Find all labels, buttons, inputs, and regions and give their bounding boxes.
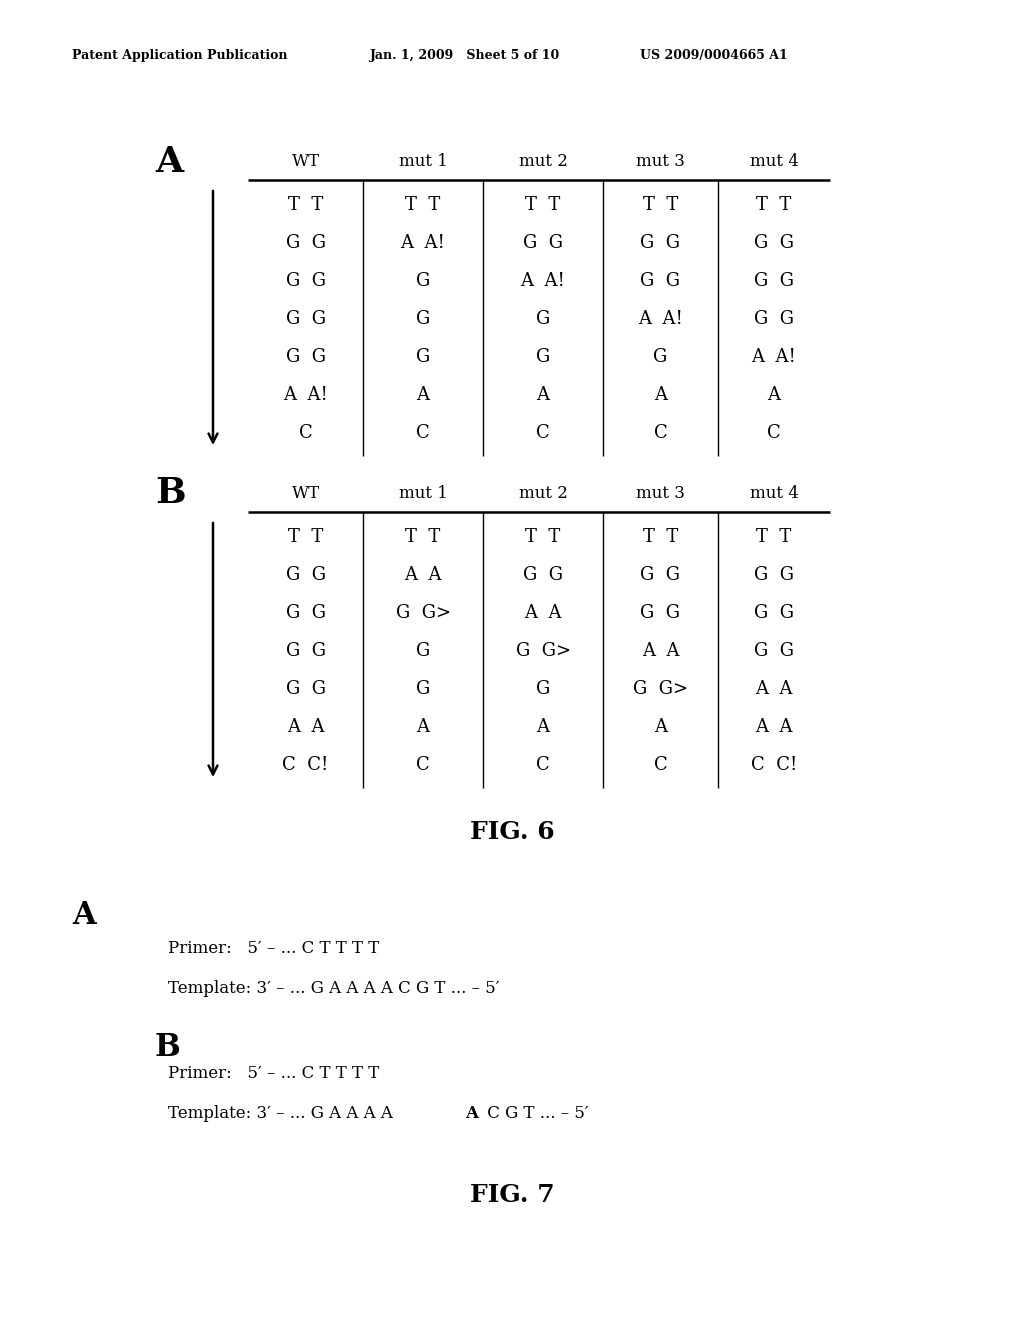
Text: Template: 3′ – ... G A A A A C G T ... – 5′: Template: 3′ – ... G A A A A C G T ... –… (168, 979, 500, 997)
Text: G  G: G G (523, 566, 563, 583)
Text: Primer:   5′ – ... C T T T T: Primer: 5′ – ... C T T T T (168, 940, 379, 957)
Text: G: G (536, 680, 550, 698)
Text: A: A (537, 385, 550, 404)
Text: T  T: T T (406, 195, 440, 214)
Text: C G T ... – 5′: C G T ... – 5′ (481, 1105, 589, 1122)
Text: G: G (416, 347, 430, 366)
Text: C: C (653, 424, 668, 442)
Text: G  G: G G (286, 347, 326, 366)
Text: WT: WT (292, 486, 319, 503)
Text: A  A: A A (756, 680, 793, 698)
Text: A  A: A A (756, 718, 793, 735)
Text: Jan. 1, 2009   Sheet 5 of 10: Jan. 1, 2009 Sheet 5 of 10 (370, 49, 560, 62)
Text: A: A (654, 718, 667, 735)
Text: C: C (653, 755, 668, 774)
Text: C  C!: C C! (283, 755, 329, 774)
Text: T  T: T T (288, 528, 324, 545)
Text: G: G (416, 272, 430, 289)
Text: A  A!: A A! (400, 234, 445, 252)
Text: mut 4: mut 4 (750, 153, 799, 170)
Text: G: G (416, 680, 430, 698)
Text: A: A (417, 385, 429, 404)
Text: A  A: A A (642, 642, 679, 660)
Text: A: A (417, 718, 429, 735)
Text: Template: 3′ – ... G A A A A: Template: 3′ – ... G A A A A (168, 1105, 398, 1122)
Text: US 2009/0004665 A1: US 2009/0004665 A1 (640, 49, 787, 62)
Text: A: A (155, 145, 183, 180)
Text: A  A!: A A! (283, 385, 328, 404)
Text: G  G: G G (640, 603, 681, 622)
Text: FIG. 6: FIG. 6 (470, 820, 554, 843)
Text: C  C!: C C! (751, 755, 798, 774)
Text: G  G: G G (754, 272, 794, 289)
Text: A: A (72, 900, 95, 931)
Text: A: A (654, 385, 667, 404)
Text: A  A: A A (287, 718, 325, 735)
Text: mut 2: mut 2 (518, 153, 567, 170)
Text: mut 3: mut 3 (636, 486, 685, 503)
Text: G  G>: G G> (515, 642, 570, 660)
Text: G: G (536, 310, 550, 327)
Text: C: C (537, 424, 550, 442)
Text: mut 1: mut 1 (398, 153, 447, 170)
Text: C: C (299, 424, 312, 442)
Text: G: G (653, 347, 668, 366)
Text: G  G: G G (754, 310, 794, 327)
Text: G  G>: G G> (395, 603, 451, 622)
Text: G  G: G G (754, 642, 794, 660)
Text: T  T: T T (643, 528, 678, 545)
Text: A  A: A A (524, 603, 562, 622)
Text: G  G: G G (286, 234, 326, 252)
Text: Patent Application Publication: Patent Application Publication (72, 49, 288, 62)
Text: G  G: G G (286, 566, 326, 583)
Text: G  G: G G (640, 566, 681, 583)
Text: C: C (416, 755, 430, 774)
Text: A  A!: A A! (638, 310, 683, 327)
Text: T  T: T T (525, 528, 560, 545)
Text: G  G: G G (754, 566, 794, 583)
Text: T  T: T T (757, 528, 792, 545)
Text: G  G>: G G> (633, 680, 688, 698)
Text: G  G: G G (754, 234, 794, 252)
Text: FIG. 7: FIG. 7 (470, 1183, 554, 1206)
Text: G  G: G G (286, 310, 326, 327)
Text: G  G: G G (640, 272, 681, 289)
Text: mut 3: mut 3 (636, 153, 685, 170)
Text: T  T: T T (406, 528, 440, 545)
Text: A  A!: A A! (520, 272, 565, 289)
Text: B: B (155, 1032, 181, 1063)
Text: C: C (416, 424, 430, 442)
Text: G  G: G G (640, 234, 681, 252)
Text: T  T: T T (288, 195, 324, 214)
Text: G  G: G G (286, 272, 326, 289)
Text: mut 4: mut 4 (750, 486, 799, 503)
Text: A: A (768, 385, 780, 404)
Text: A: A (537, 718, 550, 735)
Text: T  T: T T (643, 195, 678, 214)
Text: mut 1: mut 1 (398, 486, 447, 503)
Text: G: G (416, 310, 430, 327)
Text: A: A (465, 1105, 478, 1122)
Text: T  T: T T (525, 195, 560, 214)
Text: T  T: T T (757, 195, 792, 214)
Text: G: G (416, 642, 430, 660)
Text: A  A!: A A! (752, 347, 797, 366)
Text: WT: WT (292, 153, 319, 170)
Text: mut 2: mut 2 (518, 486, 567, 503)
Text: C: C (767, 424, 781, 442)
Text: Primer:   5′ – ... C T T T T: Primer: 5′ – ... C T T T T (168, 1065, 379, 1082)
Text: G  G: G G (523, 234, 563, 252)
Text: B: B (155, 477, 185, 510)
Text: C: C (537, 755, 550, 774)
Text: G  G: G G (286, 680, 326, 698)
Text: G  G: G G (286, 642, 326, 660)
Text: A  A: A A (404, 566, 441, 583)
Text: G: G (536, 347, 550, 366)
Text: G  G: G G (754, 603, 794, 622)
Text: G  G: G G (286, 603, 326, 622)
